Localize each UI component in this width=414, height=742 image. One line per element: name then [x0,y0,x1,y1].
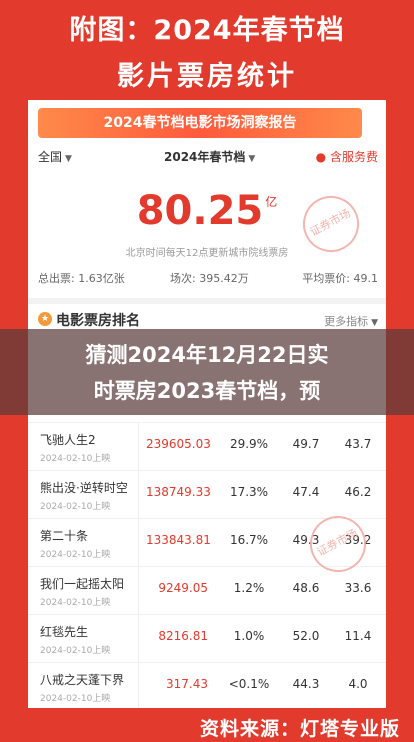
share: 1.2% [233,581,265,595]
metric-cell: 4.0 [348,677,368,691]
box-office: 8216.81 [158,629,208,643]
service-fee-label: 含服务费 [329,150,378,164]
report-banner[interactable]: 2024春节档电影市场洞察报告 [38,108,362,138]
overlay-line1: 猜测2024年12月22日实 [85,343,329,367]
avg-price-cell: 48.6 [292,581,320,595]
column-divider [138,567,139,615]
avg-price-cell: 49.3 [292,533,320,547]
share: 16.7% [229,533,269,547]
release-date: 2024-02-10上映 [40,454,111,464]
movie-name: 第二十条 [40,529,89,543]
box-office: 138749.33 [146,485,211,499]
stamp-text: 证券市场 [314,526,360,559]
release-date: 2024-02-10上映 [40,550,111,560]
column-divider [138,423,139,471]
header-title-line2: 影片票房统计 [117,61,297,92]
box-office: 9249.05 [158,581,208,595]
fee-icon: ● [315,150,327,164]
table-row[interactable]: 熊出没·逆转时空 2024-02-10上映 138749.33 17.3% 47… [28,470,386,519]
total-tickets: 总出票: 1.63亿张 [38,272,125,285]
filter-bar: 全国 ▼ 2024年春节档 ▼ ● 含服务费 [38,146,378,166]
box-office: 133843.81 [146,533,211,547]
region-label: 全国 [38,150,63,164]
total-box-office: 80.25 亿 [28,188,386,234]
metric-cell: 11.4 [344,629,372,643]
table-row[interactable]: 我们一起摇太阳 2024-02-10上映 9249.05 1.2% 48.6 3… [28,566,386,615]
column-divider [138,615,139,663]
avg-price-cell: 44.3 [292,677,320,691]
movie-name: 八戒之天蓬下界 [40,673,125,687]
release-date: 2024-02-10上映 [40,502,111,512]
period-select[interactable]: 2024年春节档 ▼ [164,148,255,165]
total-unit: 亿 [265,195,278,209]
share: 1.0% [233,629,265,643]
release-date: 2024-02-10上映 [40,694,111,704]
movie-name: 我们一起摇太阳 [40,577,125,591]
share: <0.1% [228,677,270,691]
avg-price-cell: 49.7 [292,437,320,451]
header-title-line1: 附图：2024年春节档 [69,15,345,46]
metric-cell: 39.2 [344,533,372,547]
title-overlay: 猜测2024年12月22日实 时票房2023春节档，预 [0,329,414,415]
chevron-down-icon: ▼ [65,154,72,164]
box-office: 239605.03 [146,437,211,451]
column-divider [138,471,139,519]
source-text: 资料来源：灯塔专业版 [199,718,400,740]
column-divider [138,519,139,567]
box-office: 317.43 [166,677,208,691]
metric-cell: 46.2 [344,485,372,499]
region-select[interactable]: 全国 ▼ [38,148,72,165]
share: 17.3% [229,485,269,499]
chevron-down-icon: ▼ [371,318,378,328]
release-date: 2024-02-10上映 [40,646,111,656]
period-label: 2024年春节档 [164,150,246,164]
ranking-title: 电影票房排名 [56,313,140,329]
column-divider [138,663,139,708]
table-row[interactable]: 红毯先生 2024-02-10上映 8216.81 1.0% 52.0 11.4 [28,614,386,663]
movie-name: 飞驰人生2 [40,433,96,447]
table-row[interactable]: 八戒之天蓬下界 2024-02-10上映 317.43 <0.1% 44.3 4… [28,662,386,708]
total-value: 80.25 [136,188,264,234]
ranking-header: ★ 电影票房排名 更多指标 ▼ [38,310,378,332]
section-divider [28,298,386,304]
metric-cell: 33.6 [344,581,372,595]
share: 29.9% [229,437,269,451]
movie-name: 熊出没·逆转时空 [40,481,128,495]
avg-price: 平均票价: 49.1 [302,272,378,285]
movie-name: 红毯先生 [40,625,89,639]
stamp-text: 证券市场 [307,206,353,239]
chevron-down-icon: ▼ [248,154,256,164]
source-footer: 资料来源：灯塔专业版 [0,710,414,742]
rank-icon: ★ [38,312,52,326]
more-metrics-label: 更多指标 [324,315,369,328]
table-row[interactable]: 第二十条 2024-02-10上映 133843.81 16.7% 49.3 3… [28,518,386,567]
page-header: 附图：2024年春节档 影片票房统计 [0,0,414,100]
metric-cell: 43.7 [344,437,372,451]
service-fee-toggle[interactable]: ● 含服务费 [316,148,378,165]
avg-price-cell: 52.0 [292,629,320,643]
screenings: 场次: 395.42万 [170,272,249,285]
release-date: 2024-02-10上映 [40,598,111,608]
update-note: 北京时间每天12点更新城市院线票房 [125,248,289,259]
avg-price-cell: 47.4 [292,485,320,499]
overlay-line2: 时票房2023春节档，预 [93,379,321,403]
more-metrics-link[interactable]: 更多指标 ▼ [324,313,378,329]
table-row[interactable]: 飞驰人生2 2024-02-10上映 239605.03 29.9% 49.7 … [28,422,386,471]
